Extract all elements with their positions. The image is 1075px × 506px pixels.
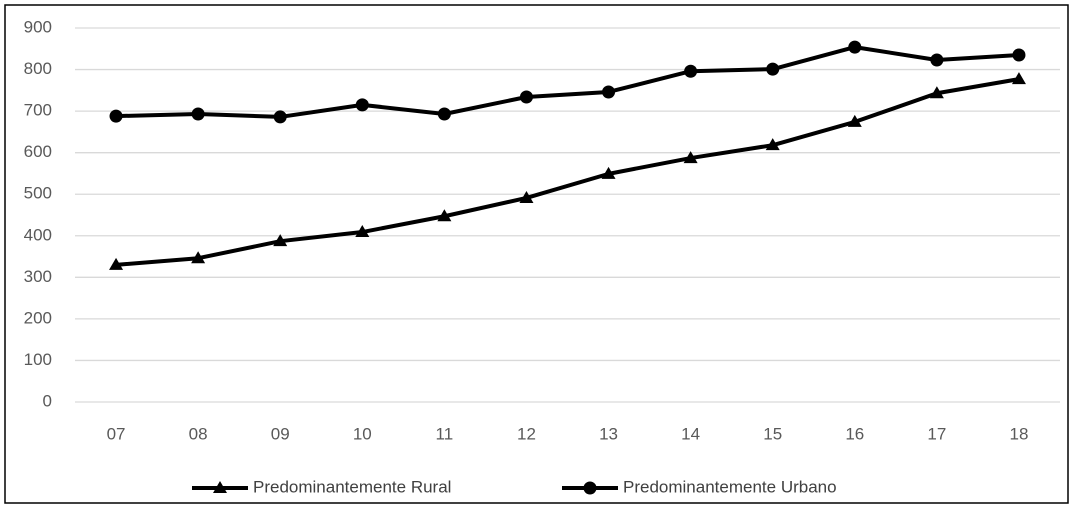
x-tick-label: 08 [189,424,208,443]
y-tick-label: 200 [24,308,52,327]
x-tick-label: 10 [353,424,372,443]
x-tick-label: 17 [927,424,946,443]
data-point [355,225,370,238]
x-tick-label: 09 [271,424,290,443]
data-point [519,90,533,104]
chart-border [4,4,1069,504]
x-tick-label: 15 [763,424,782,443]
data-point [766,62,780,76]
y-tick-label: 0 [43,391,52,410]
legend-label: Predominantemente Rural [253,477,451,496]
x-tick-label: 16 [845,424,864,443]
y-tick-label: 500 [24,184,52,203]
data-point [109,109,123,123]
data-point [191,107,205,121]
legend-label: Predominantemente Urbano [623,477,837,496]
x-tick-label: 11 [436,424,454,443]
y-tick-label: 900 [24,17,52,36]
data-point [355,98,369,112]
data-point [929,86,944,99]
x-tick-label: 12 [517,424,536,443]
y-tick-label: 600 [24,142,52,161]
data-point [684,64,698,78]
data-point [437,107,451,121]
legend-marker [583,481,597,495]
data-point [765,138,780,151]
y-tick-label: 300 [24,267,52,286]
data-point [109,257,124,270]
data-point [273,234,288,247]
data-point [930,53,944,67]
data-point [602,85,616,99]
x-tick-label: 14 [681,424,700,443]
y-tick-label: 700 [24,101,52,120]
data-point [519,190,534,203]
data-point [1011,72,1026,85]
data-point [191,251,206,264]
data-point [437,209,452,222]
data-point [601,166,616,179]
data-point [847,114,862,127]
y-tick-label: 800 [24,59,52,78]
x-tick-label: 07 [107,424,126,443]
y-tick-label: 100 [24,350,52,369]
data-point [848,40,862,54]
series-line [115,77,1020,267]
legend-marker [213,481,227,493]
y-tick-label: 400 [24,225,52,244]
data-point [1012,48,1026,62]
x-tick-label: 13 [599,424,618,443]
series-line [115,45,1020,119]
data-point [273,110,287,124]
data-point [683,151,698,164]
x-tick-label: 18 [1009,424,1028,443]
